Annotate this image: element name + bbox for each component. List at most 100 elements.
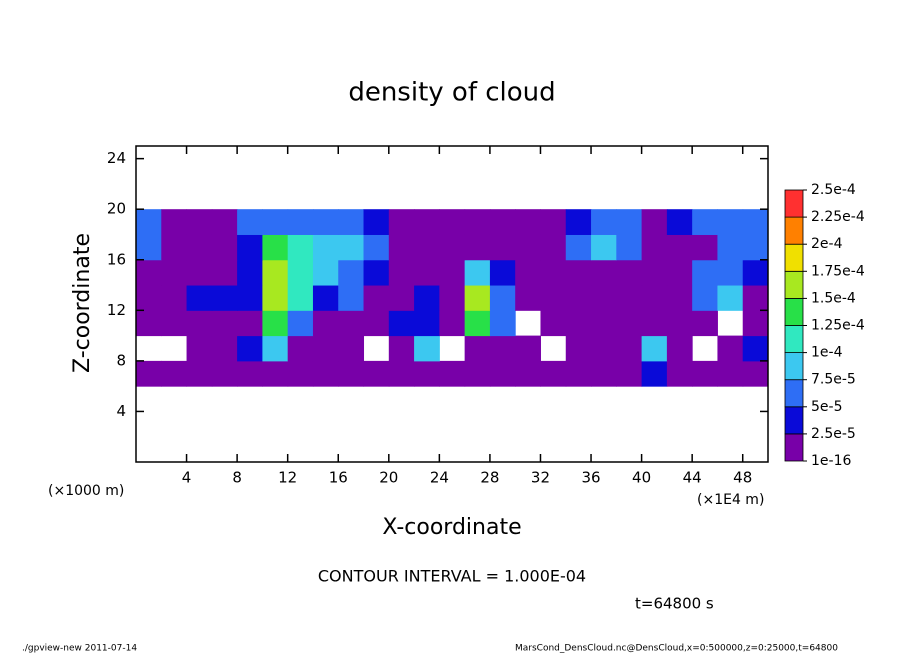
heat-cell bbox=[717, 234, 744, 261]
heat-cell bbox=[161, 310, 188, 337]
y-tick-label: 4 bbox=[116, 402, 126, 420]
colorbar-box bbox=[784, 352, 804, 381]
heat-cell bbox=[591, 234, 617, 261]
heat-cell bbox=[692, 234, 718, 261]
heat-cell bbox=[591, 259, 617, 286]
heat-cell bbox=[489, 234, 516, 261]
heat-cell bbox=[439, 209, 466, 235]
heat-cell bbox=[540, 360, 567, 387]
heat-cell bbox=[489, 310, 516, 337]
colorbar-label: 2.5e-4 bbox=[811, 182, 856, 198]
heat-cell bbox=[666, 285, 693, 311]
colorbar-box bbox=[784, 433, 804, 462]
heat-cell bbox=[237, 259, 263, 286]
heat-cell bbox=[692, 310, 718, 337]
colorbar-label: 2e-4 bbox=[811, 236, 843, 252]
heat-cell bbox=[692, 209, 718, 235]
heat-cell bbox=[312, 310, 339, 337]
heat-cell bbox=[591, 360, 617, 387]
heat-cell bbox=[666, 234, 693, 261]
heat-cell bbox=[489, 335, 516, 362]
heat-cell bbox=[338, 310, 365, 337]
heat-cell bbox=[439, 285, 466, 311]
heat-cell bbox=[161, 285, 188, 311]
heat-cell bbox=[287, 234, 314, 261]
time-label: t=64800 s bbox=[635, 595, 714, 613]
y-tick-label: 8 bbox=[116, 351, 126, 369]
heat-cell bbox=[161, 234, 188, 261]
heat-cell bbox=[186, 360, 213, 387]
x-tick-label: 12 bbox=[278, 469, 297, 487]
heat-cell bbox=[515, 259, 541, 286]
heat-cell bbox=[692, 285, 718, 311]
heat-cell bbox=[237, 335, 263, 362]
heat-cell bbox=[540, 209, 567, 235]
heat-cell bbox=[742, 234, 769, 261]
heat-cell bbox=[616, 335, 643, 362]
heat-cell bbox=[363, 310, 390, 337]
heat-cell bbox=[591, 209, 617, 235]
heat-cell bbox=[439, 234, 466, 261]
heat-cell bbox=[363, 360, 390, 387]
heat-cell bbox=[388, 335, 415, 362]
x-tick-label: 40 bbox=[632, 469, 651, 487]
heat-cell bbox=[262, 259, 289, 286]
heat-cell bbox=[312, 285, 339, 311]
heat-cell bbox=[540, 234, 567, 261]
heat-cell bbox=[388, 234, 415, 261]
heat-cell bbox=[136, 209, 162, 235]
heat-cell bbox=[515, 234, 541, 261]
heat-cell bbox=[287, 310, 314, 337]
heat-cell bbox=[186, 335, 213, 362]
x-tick-label: 32 bbox=[531, 469, 550, 487]
heat-cell bbox=[641, 310, 668, 337]
heat-cell bbox=[262, 209, 289, 235]
heat-cell bbox=[464, 209, 491, 235]
x-tick-label: 36 bbox=[581, 469, 600, 487]
heat-cell bbox=[312, 259, 339, 286]
heat-cell bbox=[742, 335, 769, 362]
colorbar-box bbox=[784, 243, 804, 272]
colorbar-label: 1e-16 bbox=[811, 453, 851, 469]
x-axis-label: X-coordinate bbox=[382, 515, 521, 540]
heat-cell bbox=[388, 285, 415, 311]
contour-interval: CONTOUR INTERVAL = 1.000E-04 bbox=[318, 567, 586, 586]
heat-cell bbox=[742, 360, 769, 387]
heat-cell bbox=[186, 234, 213, 261]
x-tick-label: 28 bbox=[480, 469, 499, 487]
heat-cell bbox=[515, 360, 541, 387]
heat-cell bbox=[161, 360, 188, 387]
heat-cell bbox=[540, 310, 567, 337]
heat-cell bbox=[742, 259, 769, 286]
heat-cell bbox=[136, 360, 162, 387]
heat-cell bbox=[565, 310, 592, 337]
heat-cell bbox=[363, 259, 390, 286]
heat-cell bbox=[591, 285, 617, 311]
heat-cell bbox=[439, 360, 466, 387]
heat-cell bbox=[666, 335, 693, 362]
heat-cell bbox=[641, 360, 668, 387]
heat-cell bbox=[237, 234, 263, 261]
heat-cell bbox=[388, 360, 415, 387]
heat-cell bbox=[641, 285, 668, 311]
heat-cell bbox=[312, 209, 339, 235]
heat-cell bbox=[439, 310, 466, 337]
heat-cell bbox=[312, 335, 339, 362]
heat-cell bbox=[287, 209, 314, 235]
heat-cell bbox=[591, 310, 617, 337]
heat-cell bbox=[616, 360, 643, 387]
heat-cell bbox=[464, 335, 491, 362]
y-tick-label: 24 bbox=[107, 149, 126, 167]
heat-cell bbox=[591, 335, 617, 362]
heat-cell bbox=[414, 234, 440, 261]
heat-cell bbox=[717, 360, 744, 387]
heat-cell bbox=[464, 285, 491, 311]
colorbar-label: 1.75e-4 bbox=[811, 263, 865, 279]
heat-cell bbox=[641, 234, 668, 261]
footer-right: MarsCond_DensCloud.nc@DensCloud,x=0:5000… bbox=[515, 644, 838, 654]
heat-cell bbox=[211, 310, 238, 337]
heat-cell bbox=[515, 285, 541, 311]
heat-cell bbox=[464, 234, 491, 261]
heat-cell bbox=[312, 360, 339, 387]
